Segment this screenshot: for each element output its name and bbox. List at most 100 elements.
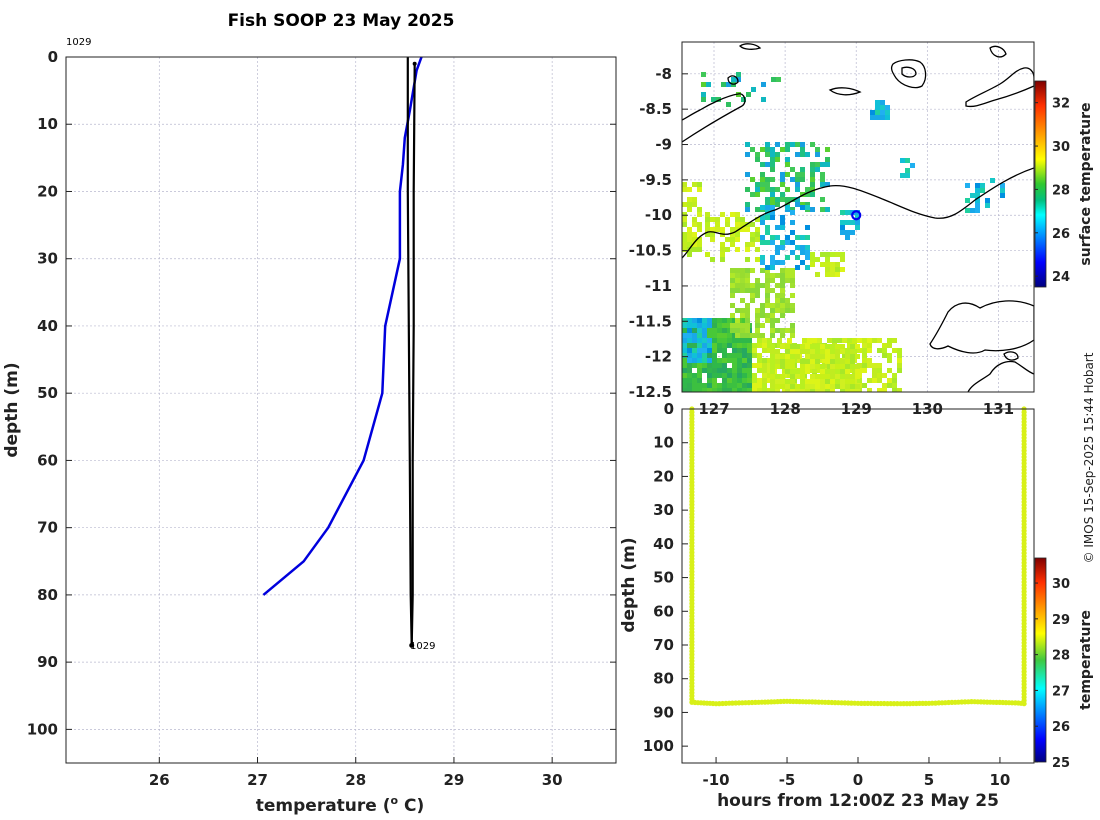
sst-pixel: [717, 338, 722, 343]
profile-y-tick-label: 10: [37, 115, 58, 133]
sst-pixel: [687, 328, 692, 333]
track-colorbar-tick-label: 26: [1052, 720, 1070, 735]
sst-pixel: [711, 97, 716, 102]
sst-pixel: [697, 222, 702, 227]
profile-y-tick-label: 80: [37, 586, 58, 604]
sst-pixel: [765, 225, 770, 230]
sst-pixel: [712, 348, 717, 353]
sst-pixel: [710, 237, 715, 242]
sst-pixel: [790, 210, 795, 215]
sst-pixel: [727, 388, 732, 392]
sst-pixel: [777, 338, 782, 343]
sst-pixel: [760, 172, 765, 177]
sst-pixel: [727, 318, 732, 323]
sst-pixel: [765, 318, 770, 323]
sst-pixel: [790, 250, 795, 255]
sst-pixel: [785, 142, 790, 147]
sst-pixel: [835, 252, 840, 257]
sst-pixel: [707, 343, 712, 348]
sst-pixel: [770, 379, 775, 384]
sst-pixel: [730, 227, 735, 232]
track-y-tick-label: 90: [653, 703, 674, 721]
sst-pixel: [742, 373, 747, 378]
sst-pixel: [682, 242, 687, 247]
sst-pixel: [790, 349, 795, 354]
sst-pixel: [825, 267, 830, 272]
sst-pixel: [732, 343, 737, 348]
sst-pixel: [687, 363, 692, 368]
sst-pixel: [705, 222, 710, 227]
sst-pixel: [1000, 183, 1005, 188]
sst-pixel: [805, 369, 810, 374]
sst-pixel: [717, 368, 722, 373]
sst-pixel: [887, 338, 892, 343]
sst-pixel: [682, 368, 687, 373]
sst-pixel: [687, 197, 692, 202]
sst-pixel: [770, 260, 775, 265]
sst-pixel: [722, 353, 727, 358]
sst-pixel: [717, 373, 722, 378]
sst-pixel: [745, 273, 750, 278]
sst-pixel: [730, 303, 735, 308]
sst-pixel: [817, 368, 822, 373]
profile-x-tick-label: 28: [345, 771, 366, 789]
sst-pixel: [755, 237, 760, 242]
sst-pixel: [692, 338, 697, 343]
sst-pixel: [770, 192, 775, 197]
sst-pixel: [745, 207, 750, 212]
sst-pixel: [765, 205, 770, 210]
sst-pixel: [790, 389, 795, 392]
sst-pixel: [795, 182, 800, 187]
sst-pixel: [687, 323, 692, 328]
sst-pixel: [692, 217, 697, 222]
sst-pixel: [782, 368, 787, 373]
sst-pixel: [790, 384, 795, 389]
sst-pixel: [845, 235, 850, 240]
sst-pixel: [855, 344, 860, 349]
sst-pixel: [751, 87, 756, 92]
sst-pixel: [815, 349, 820, 354]
sst-pixel: [717, 383, 722, 388]
sst-pixel: [897, 363, 902, 368]
map-colorbar: [1034, 80, 1047, 288]
sst-pixel: [682, 323, 687, 328]
sst-pixel: [735, 318, 740, 323]
sst-pixel: [785, 389, 790, 392]
sst-pixel: [780, 245, 785, 250]
sst-pixel: [790, 278, 795, 283]
sst-pixel: [687, 373, 692, 378]
sst-pixel: [810, 389, 815, 392]
sst-pixel: [725, 237, 730, 242]
sst-pixel: [705, 227, 710, 232]
profile-x-tick-label: 26: [149, 771, 170, 789]
sst-pixel: [725, 217, 730, 222]
sst-pixel: [767, 348, 772, 353]
sst-pixel: [745, 303, 750, 308]
sst-pixel: [820, 207, 825, 212]
sst-pixel: [850, 349, 855, 354]
sst-pixel: [837, 338, 842, 343]
sst-pixel: [780, 225, 785, 230]
track-y-tick-label: 0: [664, 400, 674, 418]
sst-pixel: [795, 344, 800, 349]
sst-pixel: [775, 364, 780, 369]
sst-pixel: [775, 235, 780, 240]
sst-pixel: [692, 323, 697, 328]
sst-pixel: [692, 353, 697, 358]
sst-pixel: [810, 374, 815, 379]
sst-pixel: [682, 187, 687, 192]
sst-pixel: [712, 343, 717, 348]
sst-pixel: [702, 318, 707, 323]
sst-pixel: [712, 383, 717, 388]
sst-pixel: [745, 187, 750, 192]
sst-pixel: [810, 167, 815, 172]
sst-pixel: [732, 348, 737, 353]
coastline-timor-north: [682, 93, 746, 143]
sst-pixel: [825, 354, 830, 359]
sst-pixel: [767, 343, 772, 348]
sst-pixel: [692, 242, 697, 247]
sst-pixel: [880, 115, 885, 120]
sst-pixel: [850, 344, 855, 349]
sst-pixel: [760, 162, 765, 167]
